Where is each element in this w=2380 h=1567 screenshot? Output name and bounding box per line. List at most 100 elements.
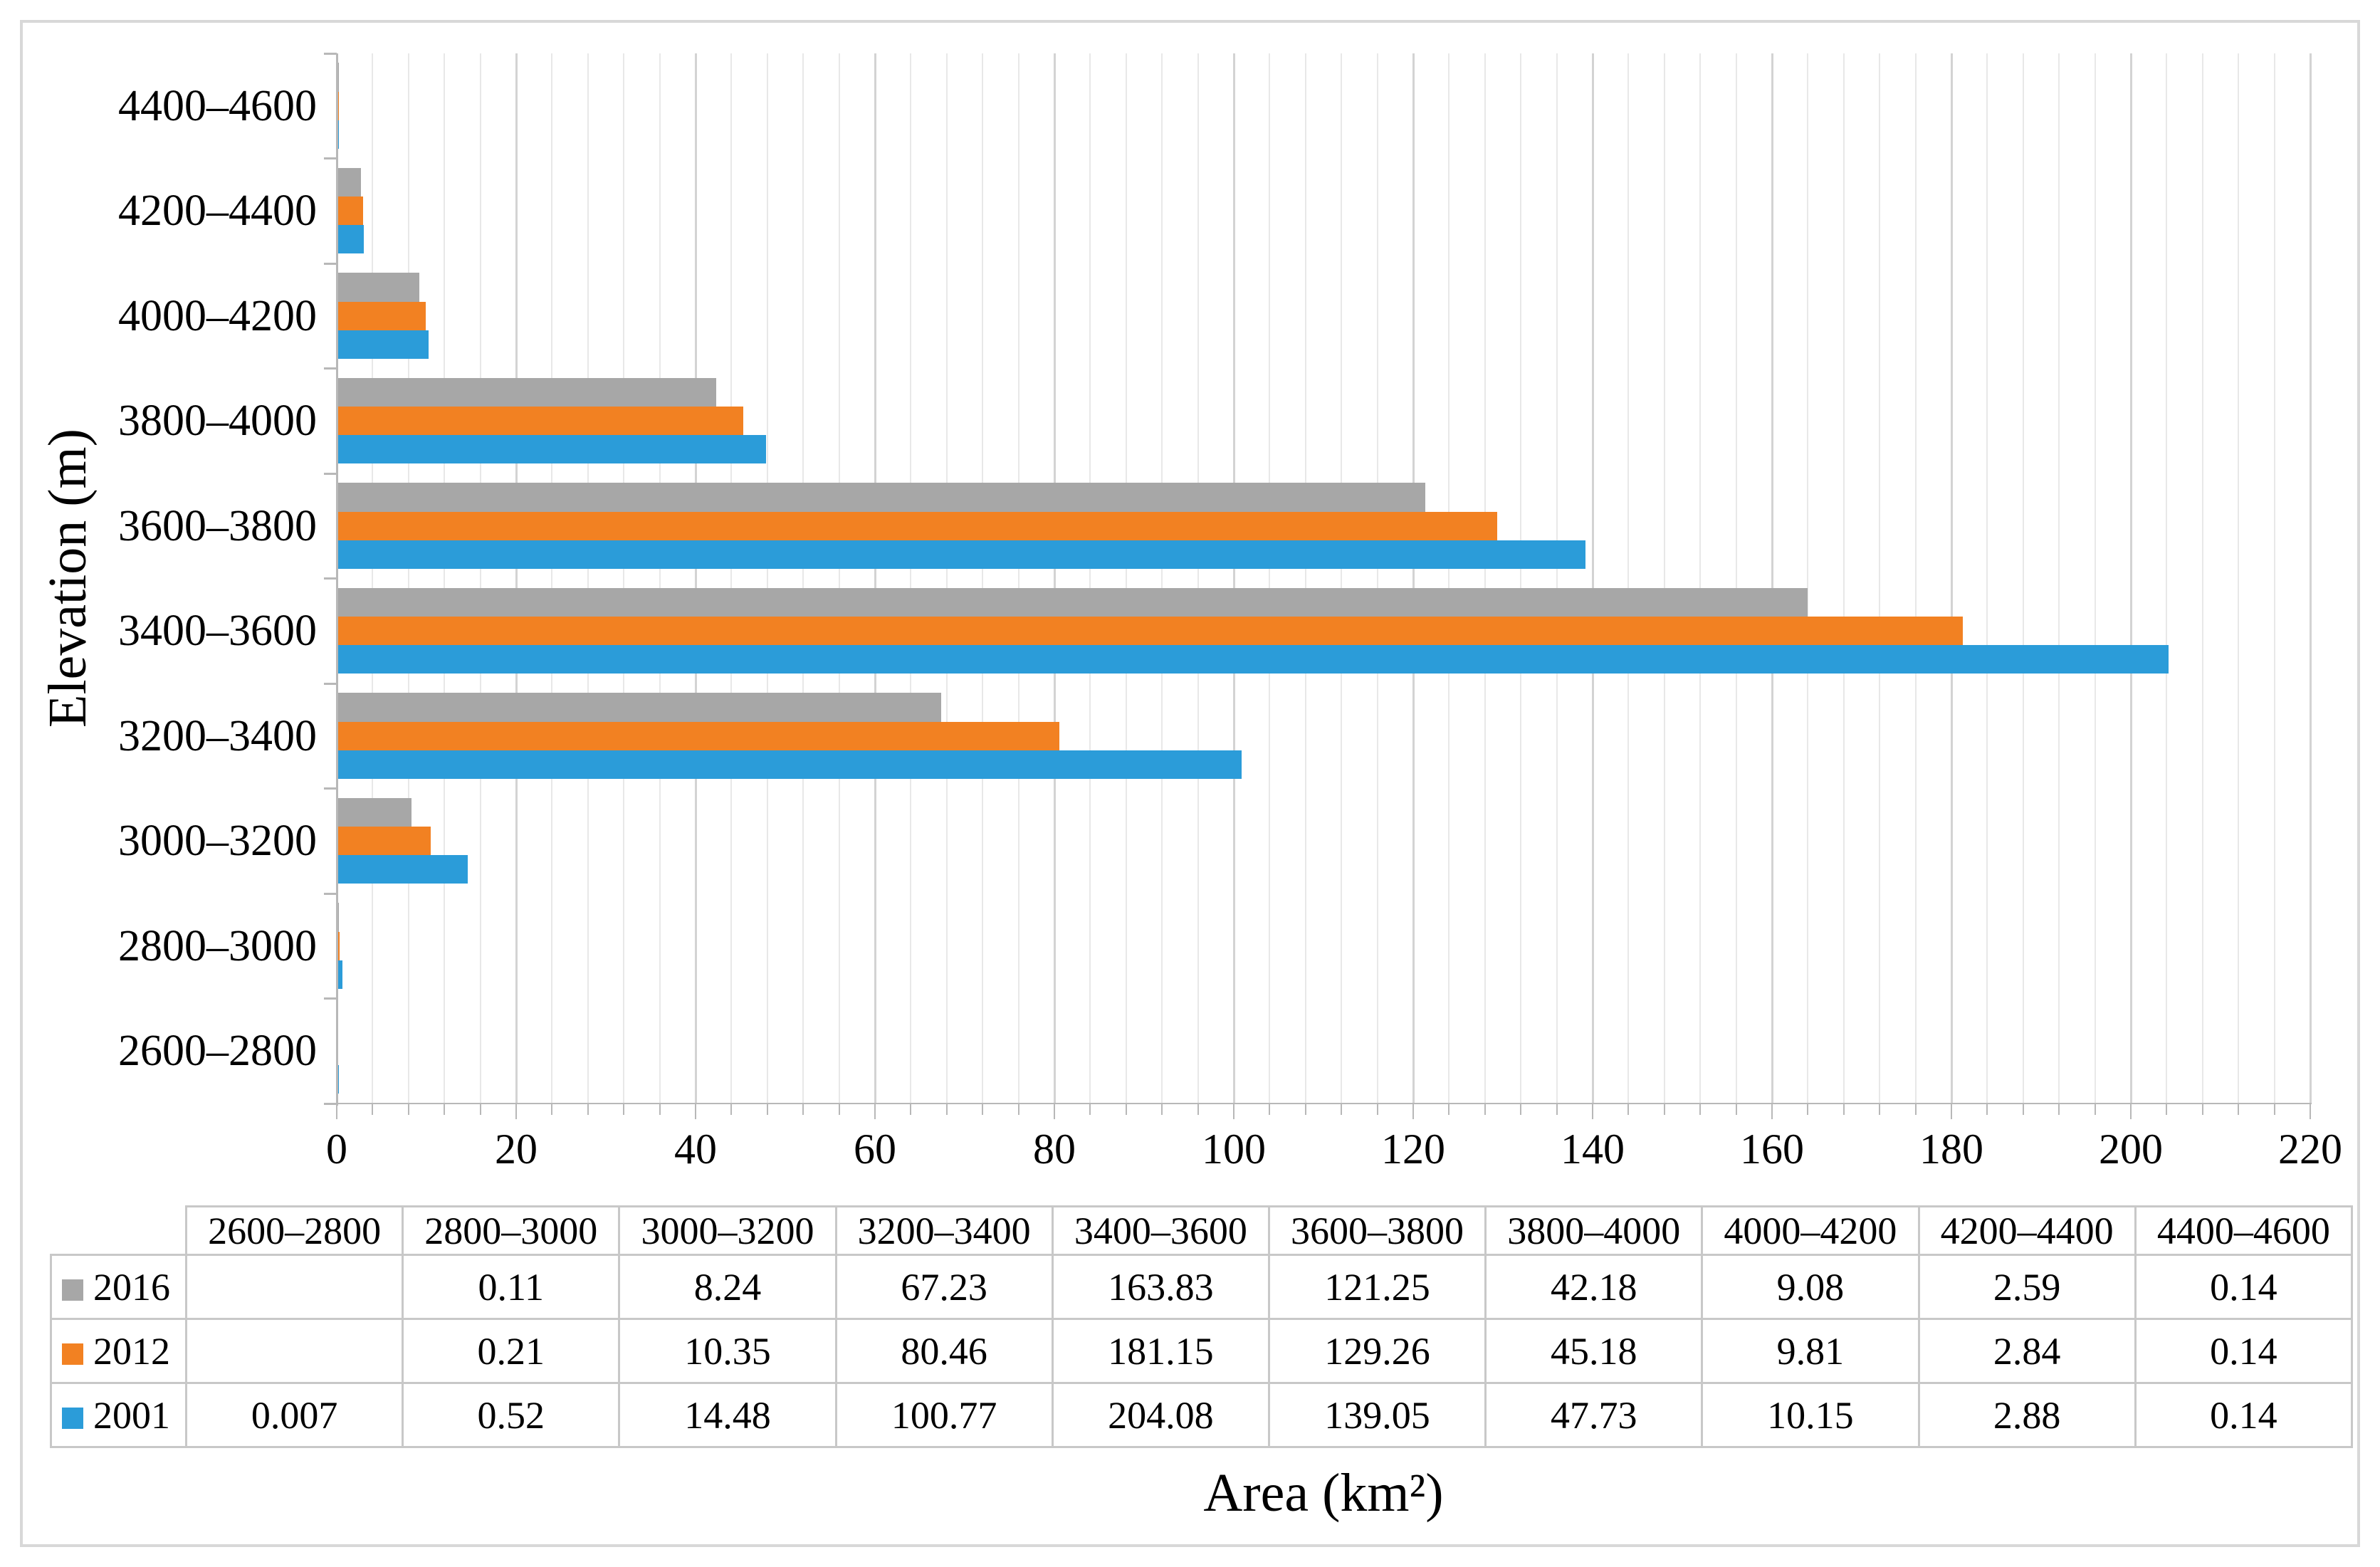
table-value-cell: 0.11 (402, 1254, 621, 1320)
table-column-header: 4200–4400 (1917, 1205, 2137, 1256)
bar-2001-3400–3600 (337, 645, 2169, 674)
x-axis-tick (1089, 1104, 1091, 1115)
x-axis-tick (1771, 1104, 1773, 1119)
x-axis-tick (1842, 1104, 1845, 1115)
gridline-minor (2166, 53, 2168, 1104)
category-label: 3800–4000 (118, 397, 317, 446)
x-axis-tick (1054, 1104, 1055, 1119)
bar-2001-3600–3800 (337, 540, 1585, 569)
legend-year-label: 2001 (93, 1393, 170, 1437)
bar-2001-2800–3000 (337, 960, 343, 989)
table-column-header: 4000–4200 (1701, 1205, 1920, 1256)
x-axis-tick (1017, 1104, 1019, 1115)
x-axis-tick (1376, 1104, 1378, 1115)
gridline-minor (2201, 53, 2203, 1104)
gridline-minor (407, 53, 409, 1104)
gridline-minor (1089, 53, 1091, 1104)
table-column-header: 3400–3600 (1051, 1205, 1270, 1256)
gridline-minor (1879, 53, 1881, 1104)
gridline-minor (1735, 53, 1737, 1104)
gridline-minor (730, 53, 733, 1104)
legend-year-cell: 2001 (50, 1382, 187, 1448)
x-axis-tick (1592, 1104, 1593, 1119)
gridline-minor (1448, 53, 1450, 1104)
gridline-major (1053, 53, 1056, 1104)
table-value-cell: 0.14 (2134, 1382, 2354, 1448)
x-axis-tick (766, 1104, 768, 1115)
gridline-minor (945, 53, 948, 1104)
x-axis-tick (336, 1104, 337, 1119)
x-axis-tick (945, 1104, 948, 1115)
table-column-header: 3000–3200 (618, 1205, 837, 1256)
gridline-minor (1556, 53, 1558, 1104)
x-axis-tick (551, 1104, 553, 1115)
x-axis-tick (372, 1104, 374, 1115)
gridline-minor (659, 53, 661, 1104)
y-axis-tick (324, 682, 337, 685)
x-axis-title: Area (km²) (1203, 1463, 1444, 1523)
x-tick-label: 200 (2099, 1126, 2163, 1173)
x-axis-tick (1448, 1104, 1450, 1115)
x-axis-tick (2058, 1104, 2060, 1115)
y-axis-tick (324, 367, 337, 370)
gridline-minor (1627, 53, 1630, 1104)
table-value-cell: 129.26 (1267, 1318, 1487, 1384)
x-axis-tick (1125, 1104, 1127, 1115)
table-value-cell: 8.24 (618, 1254, 837, 1320)
x-axis-tick (1807, 1104, 1809, 1115)
figure-border (20, 20, 2360, 1547)
x-axis-tick (515, 1104, 517, 1119)
x-tick-label: 120 (1381, 1126, 1445, 1173)
x-axis-tick (444, 1104, 446, 1115)
x-axis-tick (1699, 1104, 1702, 1115)
table-value-cell: 2.59 (1917, 1254, 2137, 1320)
table-value-cell: 0.14 (2134, 1318, 2354, 1384)
table-value-cell: 2.88 (1917, 1382, 2137, 1448)
category-label: 3400–3600 (118, 607, 317, 656)
gridline-major (1412, 53, 1415, 1104)
bar-2016-4400–4600 (337, 63, 340, 92)
x-axis-tick (479, 1104, 481, 1115)
x-axis-tick (874, 1104, 876, 1119)
x-axis-tick (1412, 1104, 1414, 1119)
category-label: 4200–4400 (118, 187, 317, 236)
bar-2016-3800–4000 (337, 377, 716, 407)
legend-year-cell: 2012 (50, 1318, 187, 1384)
table-value-cell: 80.46 (834, 1318, 1054, 1384)
gridline-minor (838, 53, 840, 1104)
legend-year-label: 2012 (93, 1329, 170, 1373)
bar-2001-3800–4000 (337, 435, 766, 464)
x-axis-tick (407, 1104, 409, 1115)
x-axis-tick (2238, 1104, 2240, 1115)
table-value-cell: 121.25 (1267, 1254, 1487, 1320)
x-tick-label: 180 (1919, 1126, 1983, 1173)
gridline-minor (1376, 53, 1378, 1104)
gridline-minor (1269, 53, 1271, 1104)
x-tick-label: 20 (495, 1126, 538, 1173)
table-value-cell: 10.35 (618, 1318, 837, 1384)
x-axis-line (335, 1103, 2312, 1104)
gridline-minor (982, 53, 984, 1104)
gridline-major (2129, 53, 2132, 1104)
table-value-cell: 45.18 (1484, 1318, 1704, 1384)
y-axis-tick (324, 262, 337, 265)
x-axis-tick (2094, 1104, 2096, 1115)
x-axis-tick (1269, 1104, 1271, 1115)
gridline-major (1950, 53, 1953, 1104)
gridline-major (1771, 53, 1773, 1104)
gridline-minor (766, 53, 768, 1104)
bar-2001-4000–4200 (337, 330, 429, 359)
x-axis-tick (1341, 1104, 1343, 1115)
table-column-header: 2800–3000 (402, 1205, 621, 1256)
gridline-minor (587, 53, 589, 1104)
table-value-cell: 181.15 (1051, 1318, 1270, 1384)
gridline-major (2309, 53, 2312, 1104)
y-axis-tick (324, 157, 337, 159)
table-value-cell: 67.23 (834, 1254, 1054, 1320)
x-axis-tick (1627, 1104, 1630, 1115)
gridline-major (694, 53, 697, 1104)
bar-2001-4400–4600 (337, 120, 340, 149)
x-axis-tick (1879, 1104, 1881, 1115)
x-axis-tick (1951, 1104, 1952, 1119)
